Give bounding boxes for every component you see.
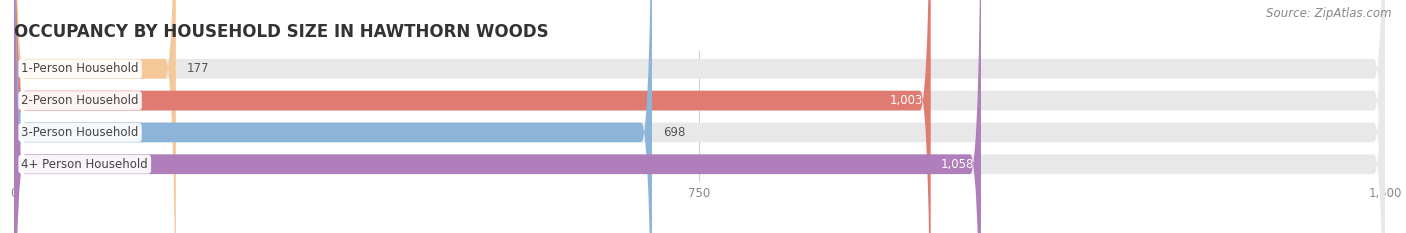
FancyBboxPatch shape [14, 0, 1385, 233]
FancyBboxPatch shape [14, 0, 1385, 233]
Text: 3-Person Household: 3-Person Household [21, 126, 139, 139]
FancyBboxPatch shape [14, 0, 176, 233]
Text: 177: 177 [187, 62, 209, 75]
Text: 2-Person Household: 2-Person Household [21, 94, 139, 107]
Text: 4+ Person Household: 4+ Person Household [21, 158, 148, 171]
Text: 1,058: 1,058 [941, 158, 973, 171]
Text: 1,003: 1,003 [890, 94, 924, 107]
Text: OCCUPANCY BY HOUSEHOLD SIZE IN HAWTHORN WOODS: OCCUPANCY BY HOUSEHOLD SIZE IN HAWTHORN … [14, 23, 548, 41]
Text: 698: 698 [664, 126, 685, 139]
FancyBboxPatch shape [14, 0, 652, 233]
FancyBboxPatch shape [14, 0, 1385, 233]
Text: Source: ZipAtlas.com: Source: ZipAtlas.com [1267, 7, 1392, 20]
FancyBboxPatch shape [14, 0, 931, 233]
FancyBboxPatch shape [14, 0, 981, 233]
Text: 1-Person Household: 1-Person Household [21, 62, 139, 75]
FancyBboxPatch shape [14, 0, 1385, 233]
